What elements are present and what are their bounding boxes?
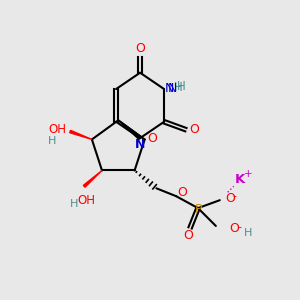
Text: N: N xyxy=(168,82,178,94)
Text: OH: OH xyxy=(48,123,66,136)
Text: N: N xyxy=(135,138,145,151)
Polygon shape xyxy=(70,130,92,140)
Text: P: P xyxy=(194,202,202,216)
Text: O: O xyxy=(183,230,193,242)
Text: O: O xyxy=(225,192,235,205)
Text: H: H xyxy=(177,80,186,93)
Text: -: - xyxy=(233,191,237,201)
Text: -: - xyxy=(238,222,242,232)
Text: K: K xyxy=(235,173,245,186)
Text: +: + xyxy=(244,169,253,179)
Text: O: O xyxy=(148,132,158,145)
Polygon shape xyxy=(118,120,141,140)
Text: O: O xyxy=(177,186,187,199)
Text: H: H xyxy=(174,81,182,94)
Text: O: O xyxy=(189,123,199,136)
Text: O: O xyxy=(230,222,240,236)
Text: OH: OH xyxy=(77,194,95,207)
Text: N: N xyxy=(164,82,174,94)
Text: H: H xyxy=(70,199,78,209)
Text: O: O xyxy=(135,42,145,56)
Text: H: H xyxy=(48,136,56,146)
Text: H: H xyxy=(244,228,252,238)
Polygon shape xyxy=(83,170,102,187)
